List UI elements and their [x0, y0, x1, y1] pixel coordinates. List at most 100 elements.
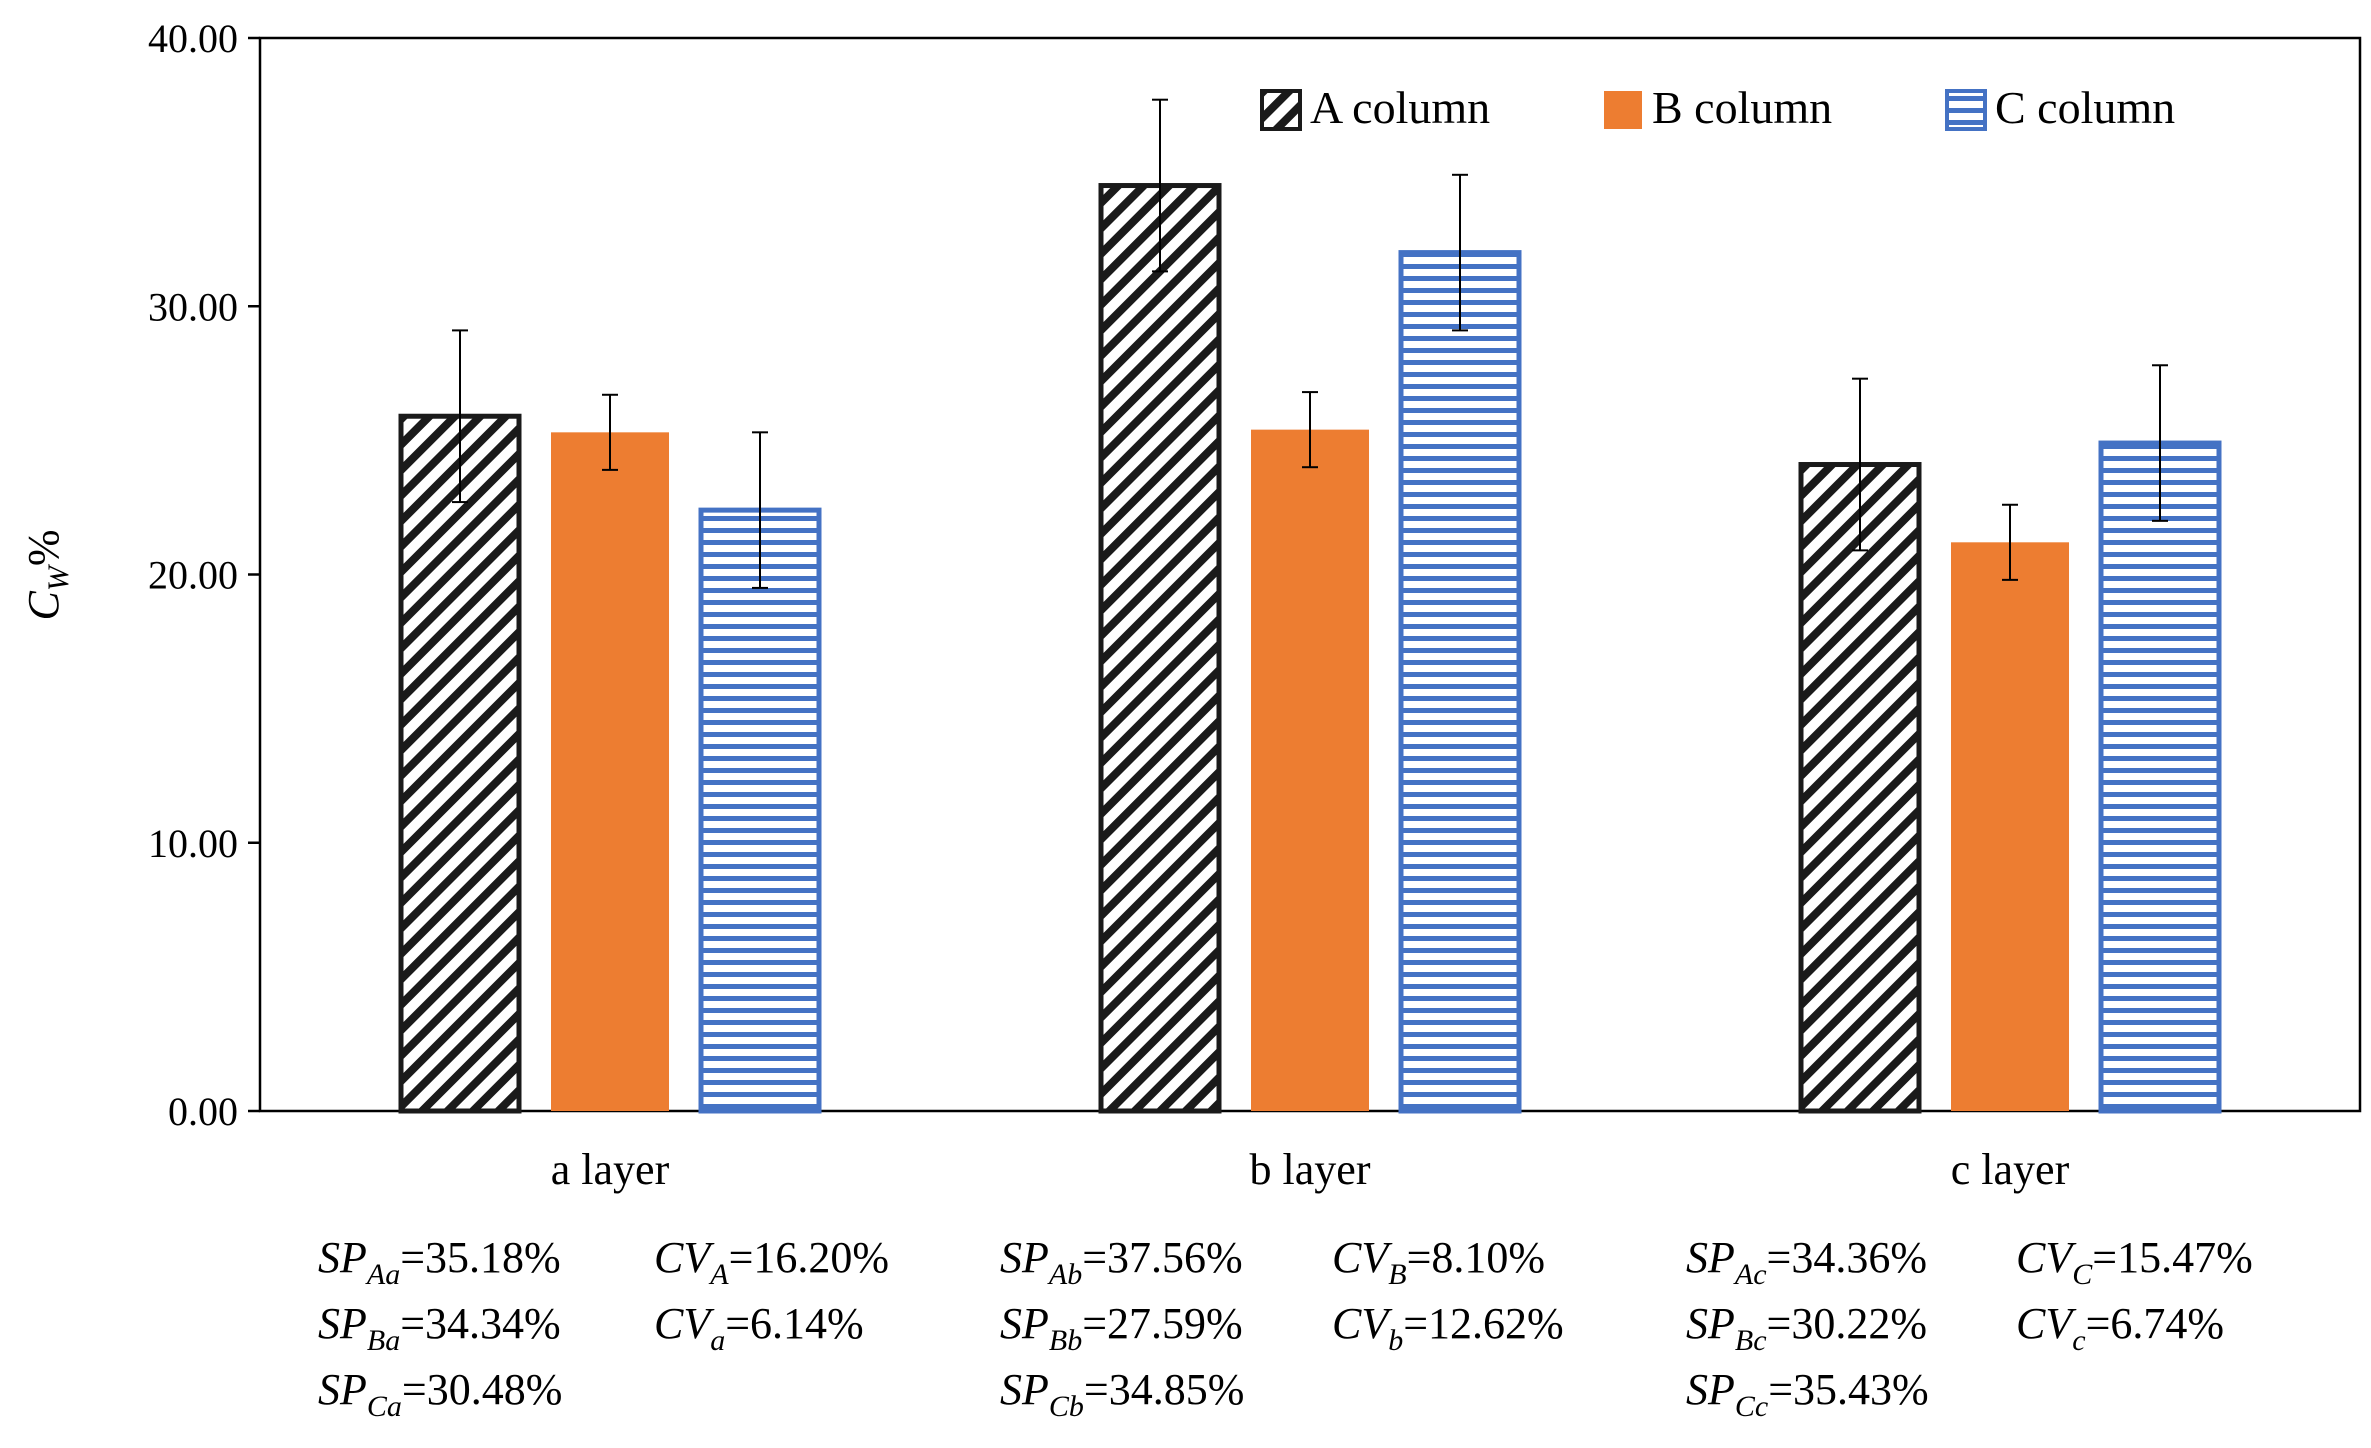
bar-a-column-a-layer — [398, 413, 522, 1114]
legend-label: B column — [1652, 82, 1832, 133]
sp-stat: SPCc=35.43% — [1686, 1357, 1929, 1428]
stat-row: SPCb=34.85% — [1000, 1357, 1720, 1423]
stat-row: SPBb=27.59% CVb=12.62% — [1000, 1291, 1720, 1357]
stat-subscript: Bc — [1734, 1324, 1767, 1357]
stat-row: SPAa=35.18% CVA=16.20% — [318, 1225, 1038, 1291]
stat-value: =34.36% — [1766, 1233, 1927, 1282]
sp-stat: SPCb=34.85% — [1000, 1357, 1244, 1428]
stat-value: =34.85% — [1083, 1365, 1245, 1414]
bar-b-column-c-layer — [1951, 542, 2069, 1111]
stat-symbol: CV — [654, 1233, 711, 1282]
stat-value: =16.20% — [728, 1233, 890, 1282]
stat-subscript: Ab — [1048, 1258, 1083, 1291]
y-tick-label: 20.00 — [148, 553, 238, 598]
sp-stat: SPBc=30.22% — [1686, 1291, 1927, 1362]
stat-symbol: CV — [2016, 1299, 2073, 1348]
cv-stat: CVc=6.74% — [2016, 1291, 2224, 1362]
stat-symbol: SP — [1686, 1365, 1735, 1414]
x-category-label: a layer — [551, 1145, 670, 1194]
stat-symbol: CV — [1332, 1299, 1389, 1348]
x-category-label: b layer — [1250, 1145, 1371, 1194]
stat-subscript: Bb — [1048, 1324, 1083, 1357]
stat-row: SPCc=35.43% — [1686, 1357, 2371, 1423]
sp-stat: SPBa=34.34% — [318, 1291, 561, 1362]
stat-subscript: Ac — [1734, 1258, 1767, 1291]
y-axis-label-main: C — [19, 591, 68, 621]
bar-c-column-a-layer — [698, 507, 822, 1114]
stat-row: SPCa=30.48% — [318, 1357, 1038, 1423]
stat-value: =30.22% — [1766, 1299, 1927, 1348]
stat-subscript: C — [2072, 1258, 2093, 1291]
sp-stat: SPAc=34.36% — [1686, 1225, 1927, 1296]
bar-c-column-b-layer — [1398, 250, 1522, 1114]
stat-subscript: Cc — [1734, 1390, 1769, 1423]
y-axis-label-sub: W — [42, 563, 75, 591]
stat-row: SPAb=37.56% CVB=8.10% — [1000, 1225, 1720, 1291]
x-category-label: c layer — [1951, 1145, 2070, 1194]
bar-b-column-a-layer — [551, 432, 669, 1111]
stat-value: =12.62% — [1403, 1299, 1564, 1348]
stat-block: SPAb=37.56% CVB=8.10% SPBb=27.59% CVb=12.62… — [1000, 1225, 1720, 1423]
y-tick-label: 40.00 — [148, 16, 238, 61]
stat-subscript: c — [2072, 1324, 2086, 1357]
stat-subscript: a — [710, 1324, 726, 1357]
stat-subscript: A — [710, 1258, 729, 1291]
stat-symbol: SP — [1686, 1233, 1735, 1282]
legend-label: C column — [1995, 82, 2175, 133]
y-tick-label: 30.00 — [148, 284, 238, 329]
stat-subscript: Ba — [366, 1324, 401, 1357]
legend-swatch — [1260, 89, 1302, 131]
bar-b-column-b-layer — [1251, 429, 1369, 1111]
legend-swatch — [1604, 91, 1642, 129]
legend-swatch — [1945, 89, 1987, 131]
stat-row: SPBc=30.22% CVc=6.74% — [1686, 1291, 2371, 1357]
bar-c-column-c-layer — [2098, 440, 2222, 1114]
stat-subscript: b — [1388, 1324, 1404, 1357]
cv-stat: CVA=16.20% — [654, 1225, 889, 1296]
stat-value: =8.10% — [1406, 1233, 1546, 1282]
stat-subscript: B — [1388, 1258, 1407, 1291]
stat-subscript: Aa — [366, 1258, 401, 1291]
stat-value: =35.18% — [400, 1233, 561, 1282]
stat-value: =6.74% — [2085, 1299, 2225, 1348]
stat-value: =30.48% — [401, 1365, 563, 1414]
y-tick-label: 0.00 — [168, 1089, 238, 1134]
stat-symbol: SP — [1000, 1233, 1049, 1282]
legend-label: A column — [1310, 82, 1490, 133]
stat-symbol: CV — [1332, 1233, 1389, 1282]
y-tick-label: 10.00 — [148, 821, 238, 866]
stat-symbol: SP — [318, 1365, 367, 1414]
stat-value: =34.34% — [400, 1299, 561, 1348]
stat-symbol: SP — [1686, 1299, 1735, 1348]
stat-subscript: Cb — [1048, 1390, 1084, 1423]
stat-value: =37.56% — [1082, 1233, 1243, 1282]
stat-value: =6.14% — [725, 1299, 864, 1348]
stat-symbol: CV — [2016, 1233, 2073, 1282]
stat-value: =15.47% — [2092, 1233, 2253, 1282]
stat-symbol: SP — [1000, 1299, 1049, 1348]
sp-stat: SPCa=30.48% — [318, 1357, 562, 1428]
cv-stat: CVb=12.62% — [1332, 1291, 1564, 1362]
cv-stat: CVa=6.14% — [654, 1291, 864, 1362]
stat-subscript: Ca — [366, 1390, 402, 1423]
stat-block: SPAc=34.36% CVC=15.47% SPBc=30.22% CVc=6.74… — [1686, 1225, 2371, 1423]
stat-value: =35.43% — [1768, 1365, 1929, 1414]
stat-symbol: SP — [1000, 1365, 1049, 1414]
stat-row: SPAc=34.36% CVC=15.47% — [1686, 1225, 2371, 1291]
stat-block: SPAa=35.18% CVA=16.20% SPBa=34.34% CVa=6.14… — [318, 1225, 1038, 1423]
cv-stat: CVB=8.10% — [1332, 1225, 1545, 1296]
y-axis-label-suffix: % — [19, 529, 68, 566]
sp-stat: SPBb=27.59% — [1000, 1291, 1243, 1362]
stat-row: SPBa=34.34% CVa=6.14% — [318, 1291, 1038, 1357]
stat-symbol: CV — [654, 1299, 711, 1348]
sp-stat: SPAb=37.56% — [1000, 1225, 1243, 1296]
stat-symbol: SP — [318, 1299, 367, 1348]
stat-symbol: SP — [318, 1233, 367, 1282]
stat-value: =27.59% — [1082, 1299, 1243, 1348]
cv-stat: CVC=15.47% — [2016, 1225, 2253, 1296]
bar-a-column-b-layer — [1098, 183, 1222, 1114]
bar-a-column-c-layer — [1798, 462, 1922, 1114]
sp-stat: SPAa=35.18% — [318, 1225, 561, 1296]
y-axis-label: CW% — [19, 529, 75, 620]
